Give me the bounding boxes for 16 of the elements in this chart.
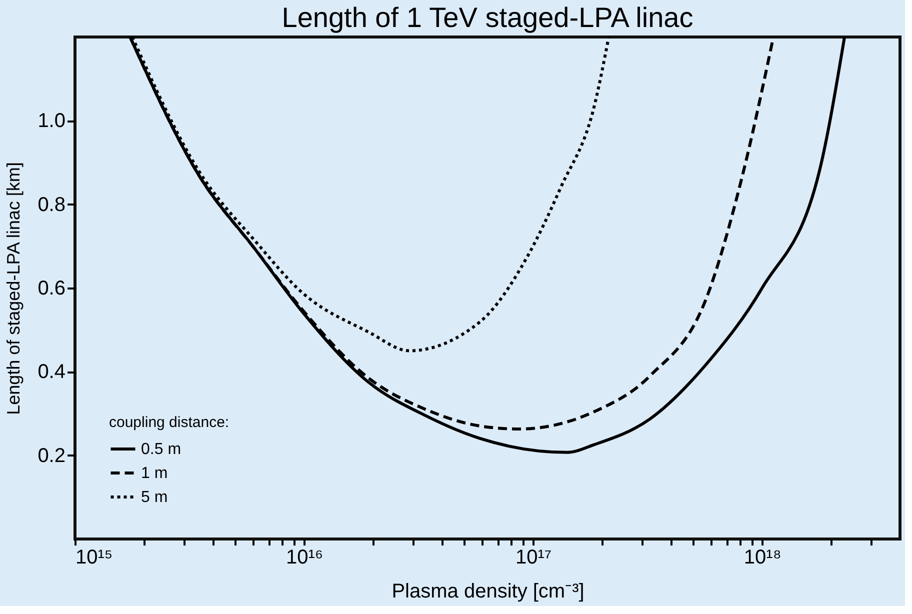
x-tick-label: 10¹⁷ bbox=[515, 546, 552, 568]
legend-label: 1 m bbox=[141, 465, 168, 482]
y-tick-label: 0.6 bbox=[38, 278, 66, 300]
y-tick-label: 0.8 bbox=[38, 194, 66, 216]
y-tick-label: 0.4 bbox=[38, 361, 66, 384]
x-tick-label: 10¹⁵ bbox=[76, 546, 113, 568]
legend-title: coupling distance: bbox=[109, 414, 230, 431]
legend-label: 0.5 m bbox=[141, 441, 182, 458]
y-tick-label: 1.0 bbox=[38, 110, 66, 132]
y-axis-title: Length of staged-LPA linac [km] bbox=[4, 162, 24, 415]
legend-label: 5 m bbox=[141, 489, 168, 506]
chart-title: Length of 1 TeV staged-LPA linac bbox=[282, 2, 694, 33]
x-tick-label: 10¹⁶ bbox=[286, 546, 324, 568]
x-tick-label: 10¹⁸ bbox=[744, 546, 782, 568]
y-tick-label: 0.2 bbox=[38, 444, 66, 467]
x-axis-title: Plasma density [cm⁻³] bbox=[392, 580, 584, 602]
